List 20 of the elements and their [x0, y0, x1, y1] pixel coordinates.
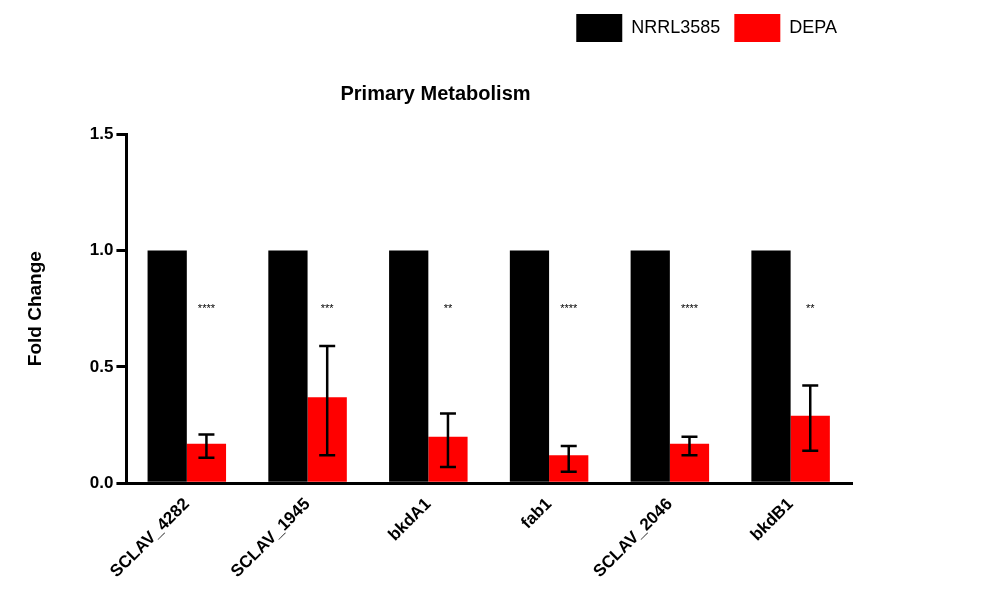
annotation: ***	[320, 301, 335, 314]
bar	[549, 455, 589, 482]
bar	[790, 415, 830, 482]
chart-title: Primary Metabolism	[340, 81, 531, 104]
annotation: **	[805, 301, 816, 314]
y-tick-label: 1.0	[89, 240, 114, 260]
annotation: ****	[680, 301, 699, 314]
y-axis-title: Fold Change	[23, 251, 45, 367]
bar	[307, 397, 347, 482]
bar	[669, 443, 710, 482]
annotation: ****	[197, 301, 216, 314]
y-tick-label: 0.5	[89, 356, 114, 376]
y-tick-label: 0.0	[89, 472, 114, 492]
y-tick-label: 1.5	[89, 123, 114, 143]
bar	[186, 443, 227, 482]
legend-label: NRRL3585	[631, 16, 721, 37]
legend-label: DEPA	[789, 16, 838, 37]
bar	[428, 436, 468, 482]
annotation: ****	[560, 301, 578, 314]
annotation: **	[443, 301, 453, 314]
